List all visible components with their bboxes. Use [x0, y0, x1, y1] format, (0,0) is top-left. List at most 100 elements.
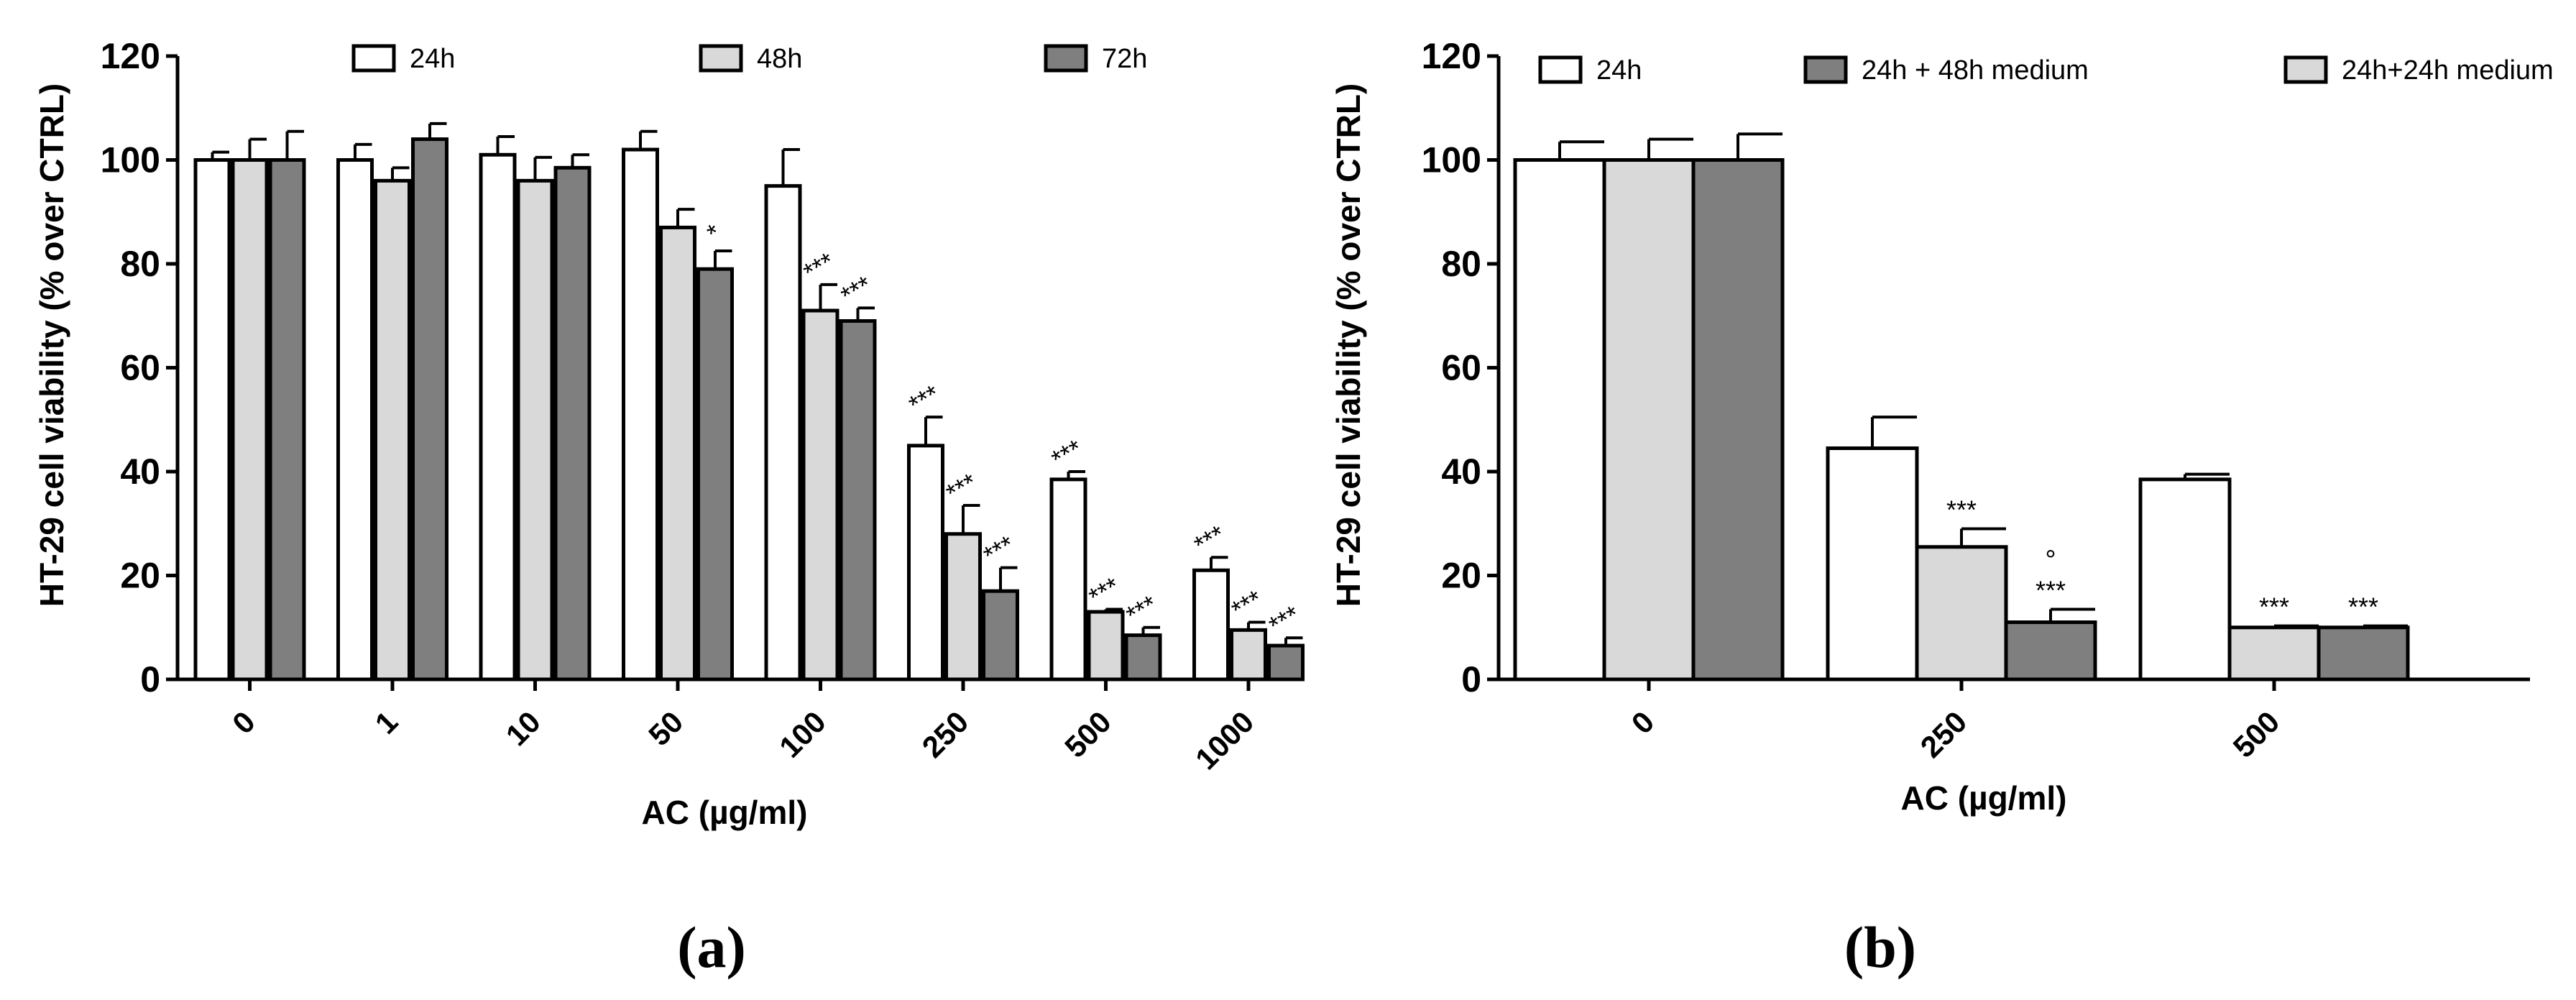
bar-b-24h-500: [2138, 477, 2232, 682]
panel-b-legend: 24h 24h + 48h medium 24h+24h medium: [1538, 55, 2554, 86]
y-tick-label-b-100: 100: [1422, 140, 1481, 180]
bar-a-72h-250: [982, 589, 1019, 682]
y-tick-label-a-60: 60: [120, 348, 160, 388]
legend-label-a-0: 24h: [410, 44, 455, 74]
significance-label-a-2-3: *: [702, 218, 725, 249]
significance-label-b-2-1: °: [2045, 545, 2056, 575]
significance-label-b-2-1: ***: [2036, 575, 2066, 605]
bar-b-24h-24h-medium-0: [1602, 158, 1696, 682]
significance-label-a-0-7: ***: [1189, 519, 1230, 560]
bar-b-24h-24h-medium-250: [1915, 545, 2008, 682]
legend-label-a-1: 48h: [757, 44, 802, 74]
bar-b-24h-48h-medium-500: [2317, 625, 2410, 682]
bar-a-24h-50: [622, 147, 659, 682]
panel-a-y-axis-title: HT-29 cell viability (% over CTRL): [33, 83, 70, 607]
significance-label-a-2-7: ***: [1264, 600, 1305, 641]
panel-b-bars: ******°*** ***: [1513, 132, 2410, 682]
x-tick-label-a-100: 100: [773, 705, 832, 764]
significance-label-a-1-7: ***: [1226, 584, 1267, 625]
significance-label-b-1-1: ***: [1946, 495, 1977, 524]
legend-label-a-2: 72h: [1102, 44, 1147, 74]
bar-a-24h-250: [907, 444, 944, 682]
panel-a-bars: **********************************: [193, 121, 1305, 682]
bar-a-48h-10: [516, 178, 554, 682]
x-tick-label-b-250: 250: [1914, 705, 1974, 764]
significance-label-a-1-5: ***: [941, 467, 982, 508]
x-tick-label-a-50: 50: [642, 705, 689, 752]
bar-a-48h-250: [944, 532, 982, 682]
significance-label-a-0-5: ***: [903, 379, 944, 420]
legend-swatch-a-2: [1044, 44, 1088, 73]
panel-a-caption: (a): [677, 914, 746, 980]
y-tick-label-a-20: 20: [120, 556, 160, 596]
significance-label-a-0-6: ***: [1046, 434, 1087, 474]
bar-a-72h-0: [268, 158, 306, 682]
y-tick-label-b-120: 120: [1422, 36, 1481, 76]
x-tick-label-a-1000: 1000: [1189, 705, 1260, 776]
bar-a-24h-1000: [1192, 568, 1230, 682]
legend-swatch-a-1: [699, 44, 743, 73]
legend-swatch-b-0: [1538, 55, 1583, 84]
y-tick-label-a-120: 120: [101, 36, 160, 76]
significance-label-a-2-5: ***: [978, 530, 1019, 571]
bar-a-48h-500: [1087, 610, 1125, 682]
x-tick-label-a-1: 1: [369, 705, 405, 740]
panel-a-legend: 24h 48h 72h: [351, 44, 1147, 74]
y-tick-label-a-100: 100: [101, 140, 160, 180]
bar-b-24h-48h-medium-0: [1691, 158, 1785, 682]
significance-label-a-1-4: ***: [799, 247, 840, 288]
x-tick-label-a-250: 250: [916, 705, 975, 764]
legend-swatch-b-1: [2283, 55, 2328, 84]
bar-a-24h-500: [1049, 477, 1087, 682]
x-tick-label-b-500: 500: [2227, 705, 2286, 764]
bar-a-48h-1000: [1230, 628, 1267, 682]
bar-a-72h-100: [839, 318, 877, 682]
bar-a-48h-100: [801, 308, 840, 682]
legend-label-b-2: 24h + 48h medium: [1862, 55, 2089, 86]
x-tick-label-a-10: 10: [500, 705, 547, 752]
bar-a-72h-1: [411, 137, 448, 682]
legend-swatch-a-0: [351, 44, 396, 73]
panel-b-y-axis-title: HT-29 cell viability (% over CTRL): [1330, 83, 1367, 607]
x-tick-label-a-0: 0: [226, 705, 262, 740]
bar-a-24h-10: [479, 152, 517, 682]
significance-label-b-2-2: ***: [2348, 592, 2378, 622]
x-tick-label-a-500: 500: [1058, 705, 1118, 764]
y-tick-label-b-80: 80: [1441, 244, 1481, 284]
bar-a-24h-1: [336, 158, 374, 682]
bar-a-72h-500: [1124, 633, 1162, 682]
y-tick-label-b-0: 0: [1461, 659, 1481, 699]
bar-a-48h-50: [659, 225, 696, 682]
y-tick-label-a-40: 40: [120, 451, 160, 492]
bar-a-72h-10: [553, 165, 592, 682]
significance-label-a-2-6: ***: [1121, 590, 1162, 630]
legend-label-b-1: 24h+24h medium: [2342, 55, 2554, 86]
bar-a-72h-50: [696, 267, 734, 682]
bar-b-24h-0: [1513, 158, 1606, 682]
significance-label-a-2-4: ***: [836, 270, 877, 311]
y-tick-label-b-20: 20: [1441, 556, 1481, 596]
bar-a-24h-100: [764, 184, 802, 682]
y-tick-label-a-80: 80: [120, 244, 160, 284]
y-tick-label-a-0: 0: [140, 659, 160, 699]
bar-a-24h-0: [193, 158, 231, 682]
bar-a-48h-0: [231, 158, 269, 682]
panel-b-caption: (b): [1844, 914, 1916, 980]
significance-label-a-1-6: ***: [1084, 571, 1125, 612]
bar-b-24h-24h-medium-500: [2227, 625, 2321, 682]
legend-label-b-0: 24h: [1596, 55, 1642, 86]
bar-a-72h-1000: [1267, 643, 1305, 682]
y-tick-label-b-60: 60: [1441, 348, 1481, 388]
legend-swatch-b-2: [1803, 55, 1848, 84]
bar-b-24h-250: [1826, 446, 1919, 682]
panel-a: ********************************** 02040…: [33, 36, 1305, 980]
bar-a-48h-1: [374, 178, 411, 682]
x-tick-label-b-0: 0: [1625, 705, 1661, 740]
significance-label-b-1-2: ***: [2259, 592, 2289, 622]
panel-b-x-axis-title: AC (µg/ml): [1901, 779, 2067, 817]
panel-a-x-axis-title: AC (µg/ml): [642, 794, 808, 831]
bar-b-24h-48h-medium-250: [2004, 620, 2097, 682]
y-tick-label-b-40: 40: [1441, 451, 1481, 492]
